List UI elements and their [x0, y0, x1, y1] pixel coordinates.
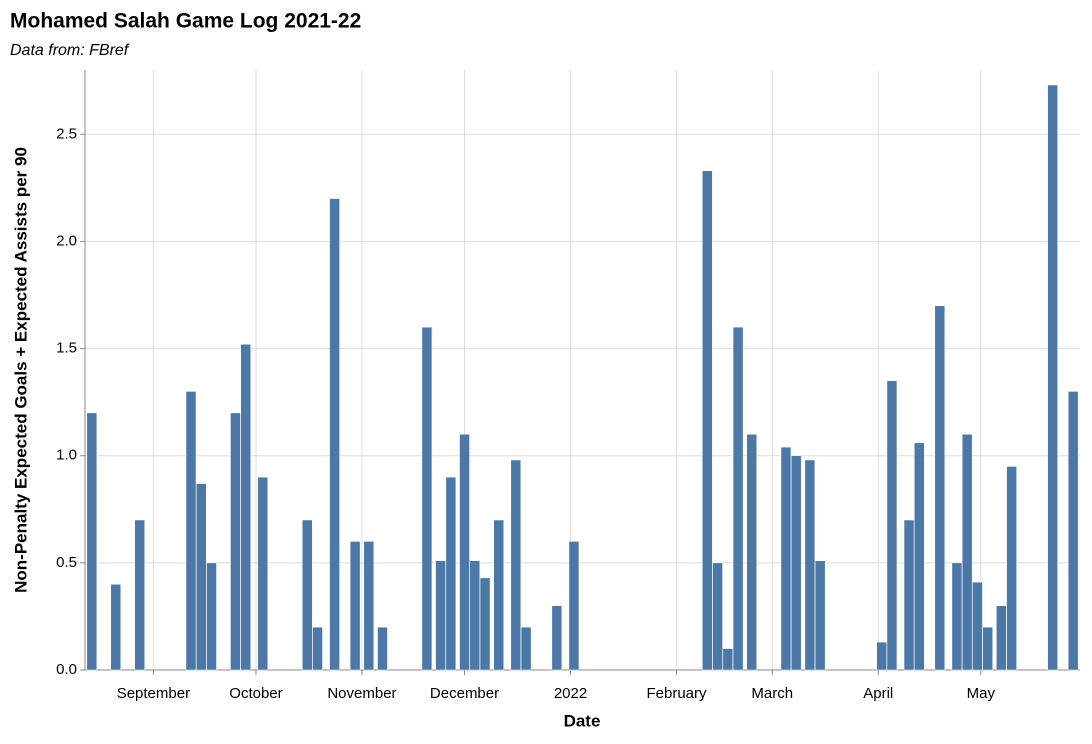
bar: [886, 380, 898, 671]
bar: [510, 459, 522, 671]
bar: [196, 483, 207, 671]
chart-subtitle: Data from: FBref: [10, 42, 130, 59]
bar: [1047, 84, 1058, 671]
bar: [363, 541, 375, 671]
bar: [568, 541, 580, 671]
bar: [1067, 391, 1079, 671]
y-tick-label: 2.5: [56, 125, 77, 142]
bar: [876, 641, 887, 671]
bar: [206, 562, 217, 671]
bar: [780, 446, 792, 671]
x-tick-label: September: [117, 685, 190, 702]
bar: [961, 434, 973, 671]
bar: [520, 626, 532, 671]
bar: [421, 326, 433, 671]
y-tick-label: 2.0: [56, 232, 77, 249]
x-tick-label: May: [967, 685, 996, 702]
bar: [185, 391, 197, 671]
bar: [804, 459, 816, 671]
x-tick-label: October: [229, 685, 282, 702]
bar: [134, 519, 145, 671]
chart-title: Mohamed Salah Game Log 2021-22: [10, 10, 361, 33]
bar: [746, 434, 758, 671]
bar: [312, 626, 323, 671]
bar: [110, 584, 122, 671]
bar: [230, 412, 241, 671]
x-tick-label: February: [647, 685, 708, 702]
bar: [240, 344, 251, 671]
bar: [86, 412, 98, 671]
bar: [445, 476, 457, 671]
y-axis-title: Non-Penalty Expected Goals + Expected As…: [11, 147, 30, 593]
x-axis-title: Date: [564, 711, 601, 730]
x-tick-label: 2022: [554, 685, 587, 702]
x-tick-label: November: [327, 685, 396, 702]
bar: [493, 519, 504, 671]
bar: [934, 305, 946, 671]
bar: [257, 476, 269, 671]
bar: [377, 626, 388, 671]
bar: [712, 562, 723, 671]
y-tick-label: 1.5: [56, 340, 77, 357]
x-tick-label: March: [751, 685, 793, 702]
bar: [329, 198, 340, 671]
bar: [982, 626, 993, 671]
bar: [790, 455, 802, 671]
bar: [459, 434, 470, 671]
y-tick-label: 1.0: [56, 447, 77, 464]
bar: [972, 581, 983, 671]
x-tick-label: April: [863, 685, 893, 702]
bar: [914, 442, 925, 671]
x-tick-label: December: [430, 685, 499, 702]
y-tick-label: 0.5: [56, 554, 77, 571]
bar: [469, 560, 481, 671]
bar: [814, 560, 826, 671]
bar: [951, 562, 963, 671]
bar: [302, 519, 313, 671]
bar: [732, 326, 744, 671]
bar: [479, 577, 491, 671]
bar: [551, 605, 563, 671]
bar: [702, 170, 713, 671]
bar: [722, 648, 734, 671]
bar: [349, 541, 361, 671]
bar: [1006, 466, 1017, 671]
y-tick-label: 0.0: [56, 661, 77, 678]
bar: [435, 560, 446, 671]
bar: [903, 519, 915, 671]
bar: [996, 605, 1007, 671]
